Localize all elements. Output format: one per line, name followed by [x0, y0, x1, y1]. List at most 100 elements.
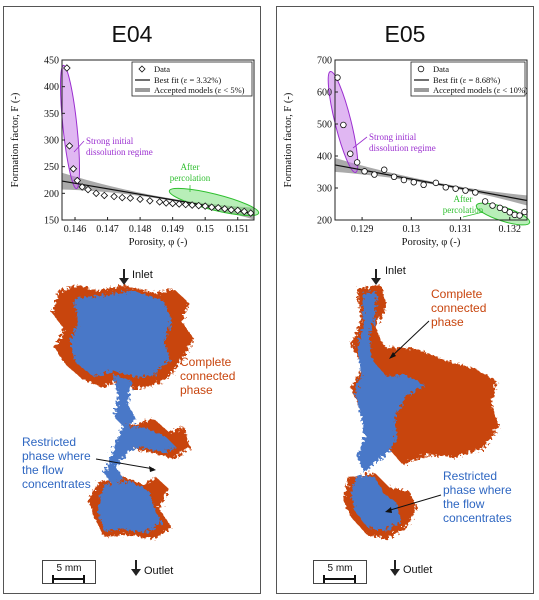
x-tick-label: 0.131: [449, 224, 472, 235]
y-tick-label: 600: [317, 88, 332, 99]
data-point: [78, 183, 86, 191]
data-point: [65, 142, 74, 150]
outlet-arrow: [131, 560, 141, 576]
restricted-phase-label: Restricted phase where the flow concentr…: [22, 435, 91, 491]
data-point: [400, 176, 408, 184]
data-point: [162, 199, 170, 207]
data-point: [240, 207, 249, 216]
x-tick-label: 0.149: [161, 224, 184, 235]
data-point: [506, 209, 513, 216]
y-tick-label: 200: [44, 189, 59, 200]
y-axis-label: Formation factor, F (-): [283, 92, 294, 187]
data-point: [118, 193, 126, 202]
legend-data-label: Data: [433, 64, 449, 74]
data-point: [472, 189, 479, 196]
y-axis-label: Formation factor, F (-): [10, 92, 21, 187]
data-point: [155, 198, 164, 206]
data-point: [462, 187, 469, 194]
y-tick-label: 450: [44, 56, 59, 67]
data-point: [110, 192, 118, 201]
y-tick-label: 300: [317, 184, 332, 195]
legend-fit-label: Best fit (ε = 3.32%): [154, 75, 221, 85]
restricted-flow-phase-region: [351, 475, 401, 531]
annotation-line: dissolution regime: [86, 147, 153, 157]
initial-regime-pointer: [73, 140, 85, 153]
restricted-flow-phase-region: [98, 481, 162, 533]
percolation-pointer: [462, 211, 484, 218]
e05-pore-image: [343, 285, 499, 539]
initial-regime-highlight: [59, 64, 81, 190]
data-point: [381, 166, 388, 173]
x-axis-label: Porosity, φ (-): [402, 237, 461, 248]
data-point: [353, 159, 361, 166]
restricted-flow-phase-region: [70, 291, 172, 377]
data-point: [481, 198, 489, 205]
outlet-arrow: [390, 560, 400, 576]
outlet-label: Outlet: [403, 564, 433, 576]
legend-box: [410, 61, 526, 97]
legend-band-label: Accepted models (ε < 10%): [433, 85, 528, 95]
data-point: [227, 206, 235, 214]
annotation-line: After: [181, 162, 200, 172]
y-tick-label: 350: [44, 109, 59, 120]
legend-box: [131, 61, 253, 97]
data-point: [521, 208, 528, 216]
data-point: [175, 200, 183, 208]
percolation-annotation: After percolation: [170, 162, 211, 183]
data-point: [220, 205, 229, 213]
legend-data-marker: [417, 65, 425, 73]
data-point: [489, 202, 496, 209]
x-tick-label: 0.146: [64, 224, 87, 235]
data-point: [201, 202, 209, 210]
legend-data-label: Data: [154, 64, 170, 74]
data-point: [207, 203, 216, 211]
legend-band-label: Accepted models (ε < 5%): [154, 85, 245, 95]
panel-title: E04: [111, 21, 153, 47]
panel-e04: E04 150 200 250 300 350 400 450 0.146 0.147 0.148…: [3, 6, 261, 594]
percolation-annotation: After percolation: [443, 194, 484, 215]
outlet-label: Outlet: [144, 565, 174, 577]
scale-bar: 5 mm: [42, 560, 96, 584]
data-point: [410, 179, 417, 186]
initial-regime-annotation: Strong initial dissolution regime: [86, 136, 153, 157]
y-tick-label: 300: [44, 136, 59, 147]
x-axis-label: Porosity, φ (-): [129, 237, 188, 248]
data-point: [188, 201, 196, 209]
legend-data-marker: [138, 65, 146, 73]
data-point: [214, 203, 222, 212]
x-tick-label: 0.151: [226, 224, 249, 235]
annotation-line: percolation: [170, 173, 211, 183]
data-point: [69, 165, 78, 173]
data-point: [146, 197, 154, 205]
data-point: [501, 206, 509, 213]
data-point: [390, 173, 398, 180]
data-point: [194, 201, 203, 210]
y-tick-label: 700: [317, 56, 332, 67]
data-point: [420, 181, 427, 188]
data-point: [181, 200, 190, 209]
annotation-line: After: [454, 194, 473, 204]
data-point: [334, 74, 341, 81]
e04-chart: 150 200 250 300 350 400 450 0.146 0.147 0.148 0.14…: [10, 56, 260, 248]
initial-regime-pointer: [352, 136, 368, 149]
e05-chart: 200 300 400 500 600 700 0.129 0.13 0.131 0.132 Por…: [283, 56, 531, 248]
data-point: [126, 194, 135, 202]
annotation-line: Strong initial: [86, 136, 134, 146]
data-point: [168, 199, 177, 208]
legend-band-swatch: [135, 88, 150, 92]
y-tick-label: 150: [44, 216, 59, 227]
y-tick-label: 500: [317, 120, 332, 131]
x-tick-label: 0.13: [403, 224, 421, 235]
plot-frame: [334, 59, 528, 221]
restricted-phase-label: Restricted phase where the flow concentr…: [443, 469, 512, 525]
inlet-label: Inlet: [132, 269, 153, 281]
data-point: [340, 121, 347, 129]
data-point: [233, 206, 242, 215]
x-tick-label: 0.129: [351, 224, 374, 235]
data-point: [452, 185, 459, 192]
scale-bar: 5 mm: [313, 560, 367, 584]
data-point: [246, 209, 255, 217]
panel-e05: E05 200 300 400 500 600 700 0.129 0.13 0.131 0.13…: [276, 6, 534, 594]
x-tick-label: 0.148: [129, 224, 152, 235]
data-point: [100, 191, 109, 200]
